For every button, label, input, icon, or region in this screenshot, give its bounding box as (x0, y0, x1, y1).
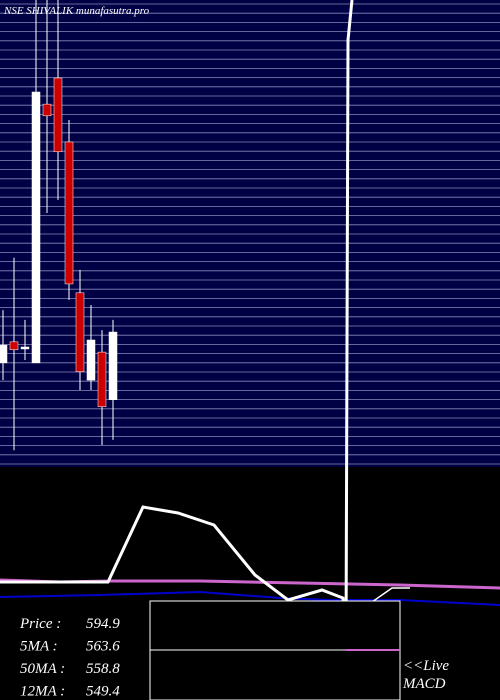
indicator-label: MACD (402, 676, 446, 692)
info-value: 549.4 (86, 684, 120, 700)
candle-body (64, 141, 74, 285)
candle-body (20, 346, 30, 350)
info-label: Price : (19, 616, 61, 632)
candle-body (53, 77, 63, 153)
macd-tail (371, 587, 410, 603)
live-label: <<Live (403, 658, 449, 674)
candle-body (97, 351, 107, 408)
candle-body (42, 103, 52, 117)
macd-line (0, 0, 354, 651)
candle-body (86, 339, 96, 381)
candle-body (75, 292, 85, 372)
info-value: 563.6 (86, 639, 120, 655)
candle-body (9, 341, 19, 351)
info-label: 5MA : (20, 639, 58, 655)
info-value: 558.8 (86, 661, 120, 677)
signal-line (0, 590, 500, 606)
candle-body (108, 331, 118, 401)
chart-title: NSE SHIVALIK munafasutra.pro (3, 5, 150, 17)
info-label: 50MA : (20, 661, 65, 677)
info: Price : 594.9 5MA : 563.6 50MA : 558.8 12MA : 5… (19, 616, 120, 700)
candle-body (0, 344, 8, 364)
candle-body (31, 91, 41, 364)
grid (0, 3, 500, 465)
info-label: 12MA : (20, 684, 65, 700)
candles (0, 0, 118, 451)
price-panel (0, 0, 500, 467)
info-value: 594.9 (86, 616, 120, 632)
